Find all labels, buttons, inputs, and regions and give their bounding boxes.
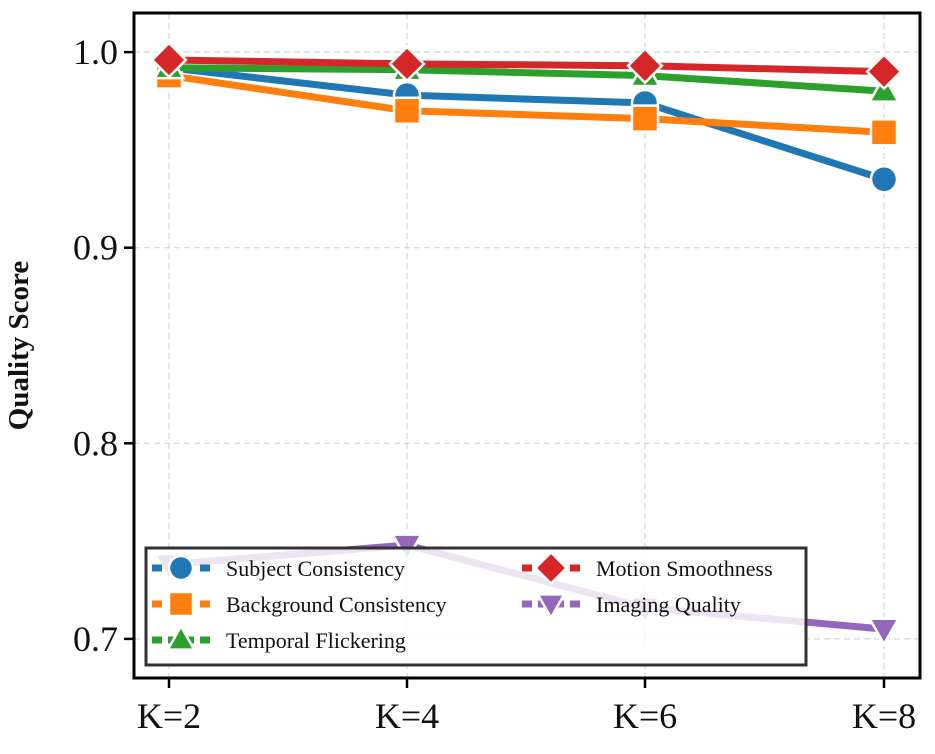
legend-marker xyxy=(165,623,197,651)
plot-frame xyxy=(132,11,922,680)
y-tick-label: 1.0 xyxy=(73,32,118,72)
data-point xyxy=(388,45,426,83)
legend-item: Motion Smoothness xyxy=(522,550,773,586)
series-motion-smoothness xyxy=(150,41,903,91)
data-point xyxy=(150,41,188,79)
legend-label: Imaging Quality xyxy=(596,592,741,617)
data-point xyxy=(630,104,660,133)
legend-label: Subject Consistency xyxy=(226,556,405,581)
x-tick-label: K=8 xyxy=(852,696,916,736)
axes: 0.7 0.8 0.9 1.0 K=2 K=4 K=6 K=8 xyxy=(73,32,916,736)
legend-item: Background Consistency xyxy=(152,590,447,618)
legend-marker xyxy=(167,554,195,582)
legend-marker xyxy=(535,593,567,621)
legend-box xyxy=(144,546,808,667)
x-tick-label: K=4 xyxy=(375,696,439,736)
legend-item: Imaging Quality xyxy=(522,592,741,621)
legend-label: Motion Smoothness xyxy=(596,556,773,581)
y-tick-label: 0.9 xyxy=(73,228,118,268)
legend-marker xyxy=(167,590,195,618)
y-tick-label: 0.7 xyxy=(73,619,118,659)
legend-label: Background Consistency xyxy=(226,592,447,617)
legend-label: Temporal Flickering xyxy=(226,628,406,653)
data-point xyxy=(626,47,664,85)
x-tick-label: K=2 xyxy=(137,696,201,736)
y-axis-label: Quality Score xyxy=(3,261,35,431)
series-line xyxy=(165,64,888,183)
data-point xyxy=(869,118,899,147)
data-point xyxy=(865,53,903,91)
data-point xyxy=(867,617,901,647)
series-line xyxy=(165,72,888,136)
data-point xyxy=(869,165,899,194)
legend-marker xyxy=(533,550,569,586)
series-line xyxy=(165,56,888,76)
legend: Subject Consistency Background Consistenc… xyxy=(144,546,808,667)
legend-item: Subject Consistency xyxy=(152,554,405,582)
legend-item: Temporal Flickering xyxy=(152,623,406,653)
data-point xyxy=(392,96,422,126)
x-tick-label: K=6 xyxy=(613,696,677,736)
y-tick-label: 0.8 xyxy=(73,423,118,463)
series-line xyxy=(165,64,888,95)
